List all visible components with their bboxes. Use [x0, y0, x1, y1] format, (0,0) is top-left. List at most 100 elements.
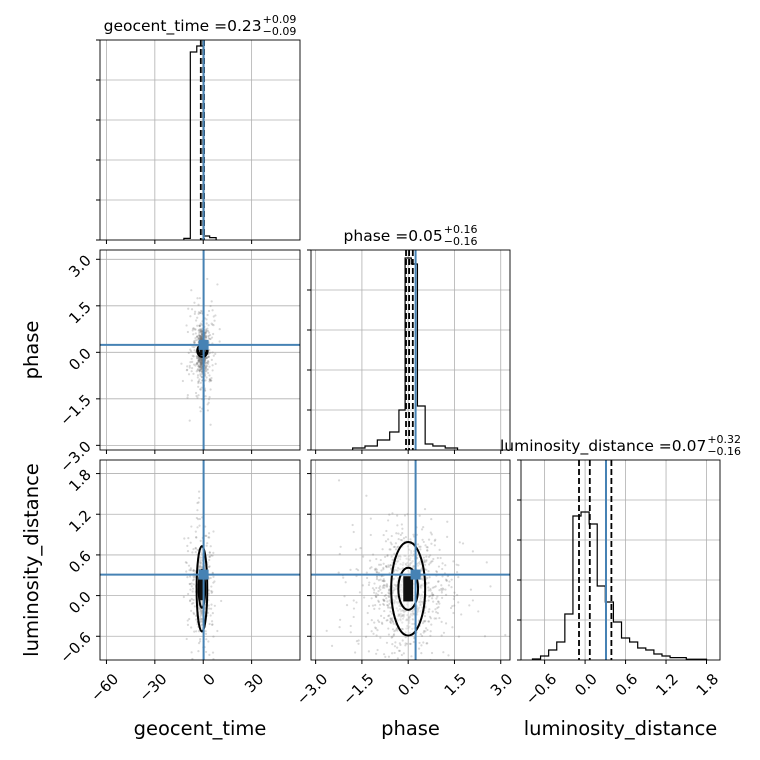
sample-point [457, 564, 460, 567]
sample-point [393, 583, 396, 586]
sample-point [185, 637, 188, 641]
sample-point [418, 606, 421, 609]
sample-point [429, 587, 432, 591]
sample-point [199, 561, 202, 564]
sample-point [185, 369, 188, 372]
sample-point [207, 565, 211, 569]
sample-point [401, 609, 405, 612]
sample-point [216, 629, 219, 633]
sample-point [378, 607, 381, 610]
sample-point [369, 517, 372, 520]
sample-point [204, 361, 207, 365]
sample-point [442, 651, 445, 654]
sample-point [192, 569, 195, 572]
sample-point [422, 578, 425, 582]
sample-point [200, 618, 203, 621]
sample-point [408, 548, 411, 551]
sample-point [183, 537, 186, 540]
sample-point [199, 612, 202, 615]
sample-point [210, 591, 213, 594]
sample-point [200, 335, 203, 338]
sample-point [396, 646, 399, 649]
sample-point [195, 630, 198, 633]
sample-point [376, 648, 379, 652]
sample-point [205, 329, 208, 332]
sample-point [208, 653, 211, 656]
sample-point [200, 337, 203, 340]
sample-point [209, 614, 212, 617]
sample-point [195, 618, 198, 621]
sample-point [195, 355, 199, 358]
sample-point [434, 608, 437, 611]
sample-point [194, 546, 197, 550]
sample-point [352, 530, 355, 534]
sample-point [404, 562, 407, 566]
sample-point [430, 533, 433, 536]
sample-point [186, 576, 189, 579]
sample-point [393, 600, 396, 603]
marginal-title-plus: +0.16 [444, 223, 478, 236]
y-tick-label-luminosity_distance: 0.6 [65, 547, 95, 577]
sample-point [375, 557, 378, 561]
sample-point [212, 354, 215, 357]
x-tick-label-phase: 3.0 [487, 670, 517, 700]
sample-point [430, 518, 433, 521]
sample-point [202, 686, 204, 688]
sample-point [199, 337, 202, 340]
sample-point [392, 578, 395, 581]
sample-point [200, 623, 203, 626]
sample-point [451, 604, 454, 608]
sample-point [197, 312, 200, 315]
sample-point [425, 555, 428, 558]
sample-point [198, 365, 202, 368]
sample-point [206, 277, 209, 281]
sample-point [399, 618, 402, 621]
sample-point [210, 376, 213, 380]
sample-point [372, 632, 375, 635]
sample-point [196, 526, 199, 529]
sample-point [200, 611, 203, 614]
sample-point [365, 571, 368, 574]
sample-point [197, 359, 201, 362]
sample-point [431, 680, 433, 682]
sample-point [200, 612, 204, 615]
sample-point [190, 626, 193, 629]
sample-point [206, 403, 209, 406]
sample-point [206, 368, 210, 371]
sample-point [419, 548, 422, 551]
sample-point [370, 566, 373, 569]
sample-point [401, 614, 405, 617]
sample-point [387, 633, 391, 636]
sample-point [204, 359, 207, 362]
sample-point [199, 638, 202, 641]
sample-point [197, 337, 200, 340]
histogram-panel-phase: phase = 0.05 +0.16−0.16 [307, 223, 511, 454]
sample-point [386, 554, 389, 558]
sample-point [207, 589, 211, 592]
sample-point [200, 370, 204, 373]
sample-point [427, 599, 430, 602]
sample-point [440, 589, 443, 592]
sample-point [376, 593, 380, 596]
sample-point [192, 333, 195, 336]
sample-point [367, 583, 371, 587]
sample-point [419, 610, 422, 613]
sample-point [402, 615, 406, 618]
sample-point [437, 565, 441, 568]
sample-point [399, 563, 402, 566]
sample-point [197, 394, 200, 397]
sample-point [209, 379, 212, 382]
sample-point [435, 597, 438, 600]
sample-point [382, 533, 385, 537]
sample-point [338, 552, 341, 556]
sample-point [199, 556, 202, 559]
sample-point [194, 364, 197, 367]
sample-point [385, 619, 388, 622]
sample-point [399, 533, 402, 537]
sample-point [402, 652, 405, 655]
sample-point [418, 545, 421, 548]
sample-point [383, 555, 387, 558]
sample-point [392, 589, 395, 593]
sample-point [426, 549, 429, 552]
sample-point [430, 542, 433, 545]
